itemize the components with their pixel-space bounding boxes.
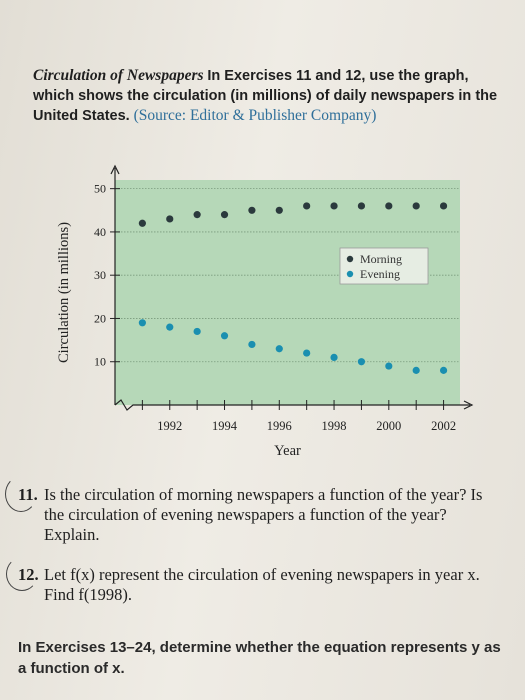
- y-tick-label: 20: [94, 311, 106, 325]
- x-axis-arrow: [463, 400, 474, 410]
- legend-label: Morning: [360, 252, 402, 266]
- y-tick-label: 40: [94, 225, 106, 239]
- section-instructions: In Exercises 13–24, determine whether th…: [18, 639, 501, 677]
- morning-data-point: [439, 202, 448, 210]
- plot-background: [115, 180, 460, 405]
- evening-data-point: [138, 319, 146, 327]
- evening-data-point: [193, 327, 201, 336]
- morning-data-point: [357, 202, 366, 210]
- evening-data-point: [357, 358, 366, 366]
- handwritten-circle-12: [6, 557, 38, 591]
- legend-box: [339, 247, 429, 285]
- morning-data-point: [193, 211, 201, 219]
- morning-data-point: [138, 219, 146, 227]
- evening-data-point: [412, 366, 420, 374]
- x-axis-line: [114, 399, 470, 411]
- evening-data-point: [166, 323, 174, 331]
- morning-data-point: [248, 206, 256, 214]
- exercise-12: 12. Let f(x) represent the circulation of…: [18, 565, 508, 605]
- evening-data-point: [303, 349, 311, 357]
- x-tick-label: 2002: [431, 419, 456, 433]
- evening-data-point: [330, 353, 338, 362]
- y-axis-arrow: [110, 164, 120, 175]
- morning-data-point: [303, 202, 311, 210]
- legend-marker: [346, 255, 354, 263]
- x-tick-label: 1994: [212, 419, 238, 433]
- morning-data-point: [275, 206, 283, 214]
- legend-marker: [346, 270, 354, 278]
- morning-data-point: [330, 202, 338, 210]
- legend-label: Evening: [360, 267, 400, 281]
- exercise-12-text: Let f(x) represent the circulation of ev…: [44, 565, 480, 604]
- y-tick-label: 30: [94, 268, 106, 282]
- section-title: Circulation of Newspapers: [33, 67, 204, 84]
- morning-data-point: [166, 215, 174, 223]
- y-tick-label: 50: [94, 182, 106, 196]
- handwritten-circle-11: [5, 476, 37, 512]
- x-tick-label: 1998: [322, 419, 347, 433]
- intro-text: In Exercises 11 and 12, use the graph, w…: [33, 68, 498, 124]
- evening-data-point: [439, 366, 448, 374]
- exercise-11: 11. Is the circulation of morning newspap…: [18, 485, 508, 545]
- x-axis-label: Year: [274, 443, 301, 459]
- exercise-11-text: Is the circulation of morning newspapers…: [44, 485, 483, 544]
- x-tick-label: 1996: [267, 419, 292, 433]
- source-citation: (Source: Editor & Publisher Company): [133, 107, 377, 124]
- y-tick-label: 10: [94, 355, 106, 369]
- morning-data-point: [220, 211, 229, 219]
- circulation-chart: 10 20 30 40 50 1992 1994 1996 1998 2000 2002 Year Ci…: [56, 164, 474, 459]
- morning-data-point: [412, 202, 420, 210]
- evening-data-point: [220, 332, 229, 340]
- evening-data-point: [275, 345, 283, 353]
- evening-data-point: [385, 362, 393, 370]
- morning-data-point: [385, 202, 393, 210]
- x-tick-label: 2000: [376, 419, 401, 433]
- evening-data-point: [248, 340, 256, 349]
- y-axis-label: Circulation (in millions): [56, 222, 72, 363]
- intro-paragraph: Circulation of Newspapers In Exercises 1…: [33, 66, 503, 126]
- x-tick-label: 1992: [157, 419, 182, 433]
